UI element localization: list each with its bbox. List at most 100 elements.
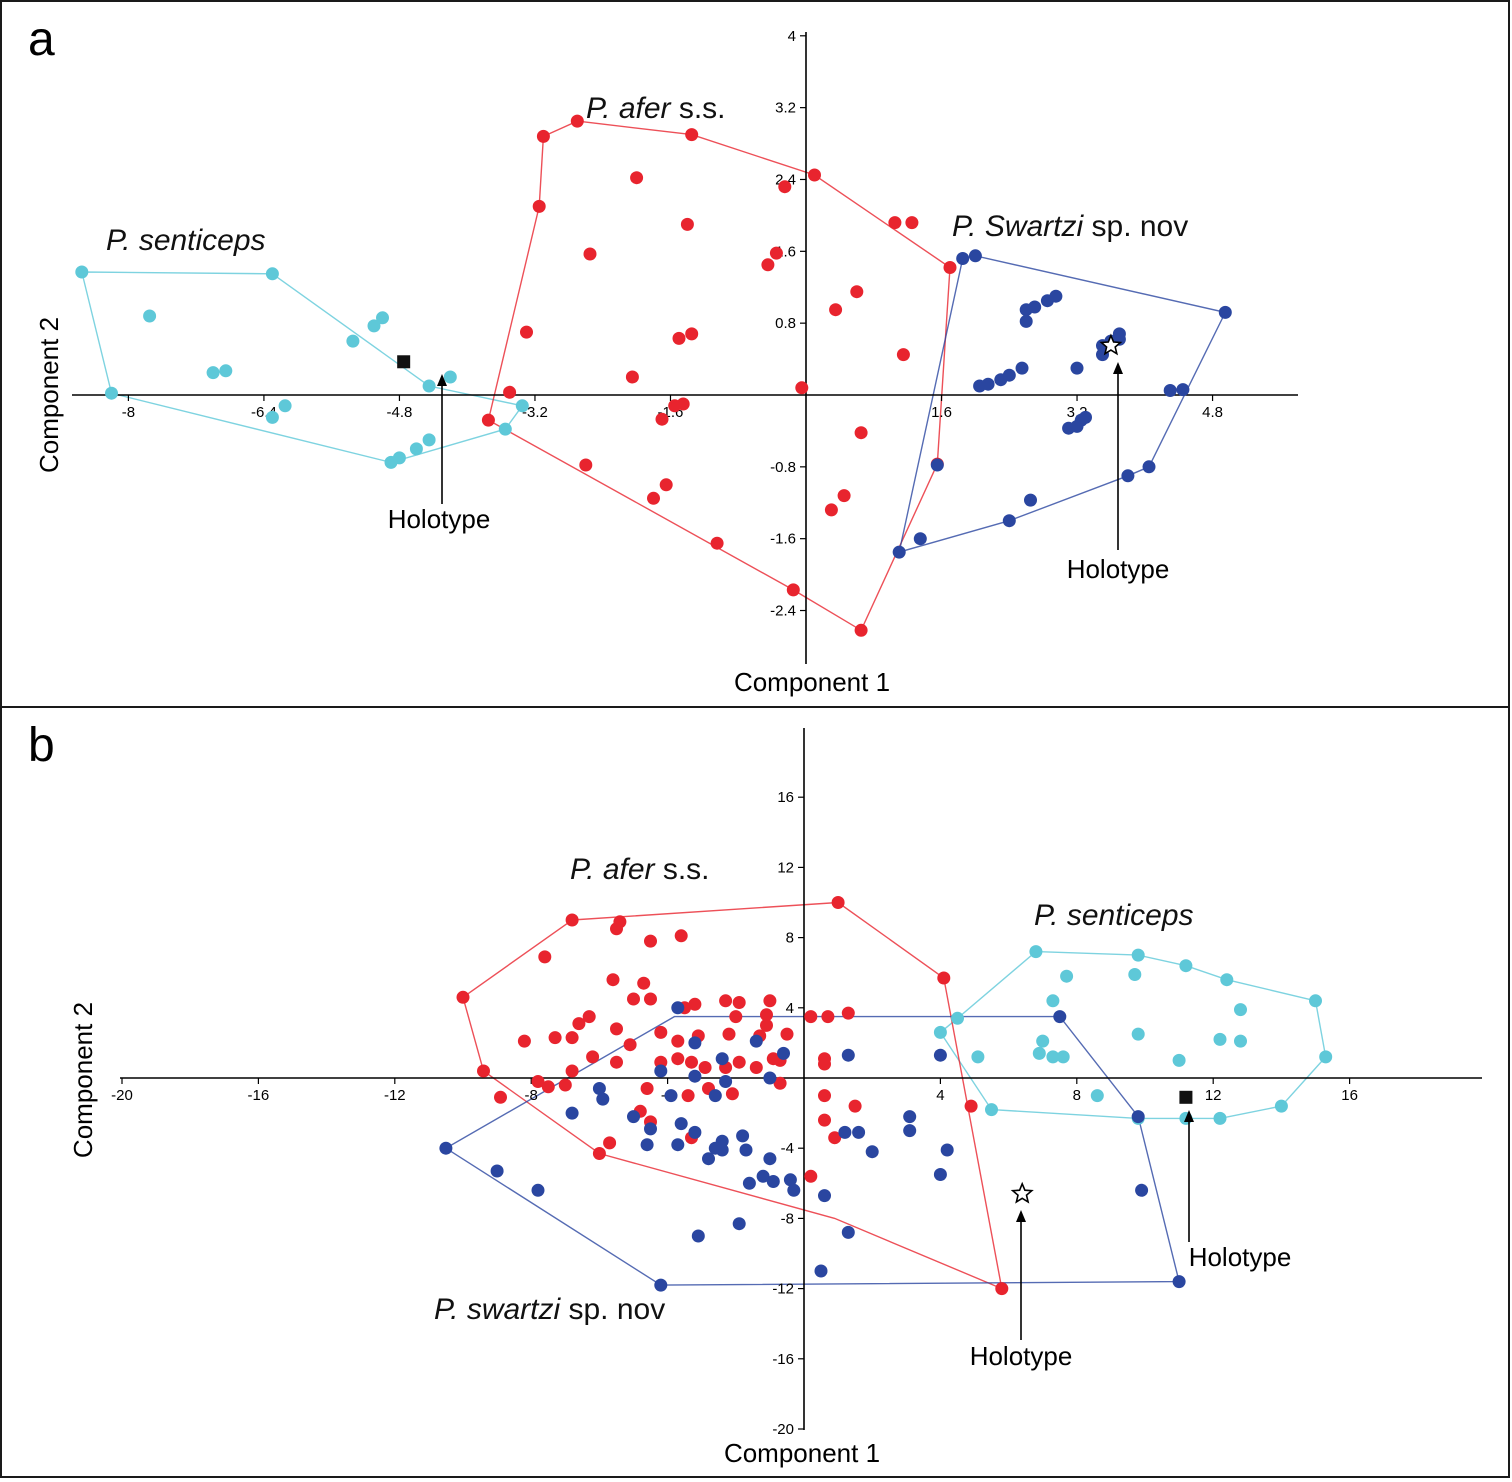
data-point [610,1022,623,1036]
data-point [570,114,584,128]
data-point [654,1025,668,1039]
data-point [903,1110,917,1124]
data-point [852,1125,866,1139]
data-point [346,334,360,348]
data-point [1079,410,1092,424]
data-point [490,1164,504,1178]
data-point [985,1103,998,1117]
data-point [456,990,470,1004]
series-p-swartzi-sp-nov [892,249,1232,559]
x-tick-label: 1.6 [931,404,952,421]
x-tick-label: -4.8 [387,404,413,421]
data-point [736,1129,750,1143]
x-axis-title: Component 1 [724,1438,880,1468]
data-point [659,478,673,492]
x-tick-label: -8 [525,1087,538,1104]
species-label-italic: P. swartzi [434,1293,561,1326]
data-point [749,1061,763,1074]
series-p-senticeps [933,945,1333,1125]
data-point [981,377,995,391]
data-point [854,623,868,637]
data-point [1135,1183,1149,1197]
data-point [719,1075,733,1088]
data-point [548,1031,562,1045]
convex-hulls-a [80,120,1227,632]
data-point [837,489,851,503]
data-point [644,934,657,948]
data-point [708,1089,722,1103]
data-point [777,1046,790,1060]
data-point [1213,1032,1227,1046]
holotype-markers-b: Holotype Holotype [970,1090,1292,1371]
data-point [582,1010,596,1024]
data-point [674,1117,688,1131]
species-label: P. afer s.s. [586,92,726,125]
data-point [685,128,699,142]
series-p-senticeps [75,265,529,469]
holotype-arrow-head [1113,362,1123,374]
data-point [824,503,838,517]
data-point [1131,948,1145,962]
data-point [905,216,919,230]
data-point [760,1018,773,1032]
y-tick-label: -16 [772,1351,794,1368]
species-label-suffix: sp. nov [560,1293,665,1326]
scatter-plot-a: -8 -6.4 -4.8 -3.2 -1.6 1.6 3.2 4.843.22.41.60.8… [34,28,1298,697]
data-point [541,1080,555,1094]
data-point [409,442,423,456]
data-point [841,1006,855,1020]
data-point [896,348,910,362]
data-point [143,309,157,323]
data-point [1019,314,1033,328]
data-point [640,1138,654,1152]
data-point [1002,514,1016,528]
y-axis-title: Component 2 [34,317,64,473]
species-label-suffix: sp. nov [1083,210,1188,243]
data-point [818,1189,831,1203]
data-point [606,973,620,987]
species-label-italic: P. senticeps [106,224,266,257]
data-point [367,319,381,333]
data-point [968,249,982,263]
data-point [892,545,906,559]
x-tick-label: -8 [122,404,135,421]
holotype-label: Holotype [970,1341,1073,1371]
data-point [773,1076,787,1090]
holotype-square-icon [397,355,411,369]
y-tick-label: -2.4 [770,603,796,620]
holotype-star-icon [1010,1181,1034,1204]
data-point [674,929,688,943]
series-p-afer-s-s [456,896,1009,1296]
data-point [443,370,457,384]
x-tick-label: -12 [384,1087,406,1104]
y-tick-label: 16 [777,789,794,806]
data-point [565,1064,579,1078]
data-point [565,1106,579,1120]
holotype-label: Holotype [1189,1242,1292,1272]
data-point [1176,383,1190,397]
data-point [515,399,529,413]
data-point [1131,1110,1145,1124]
species-label-italic: P. afer [586,92,672,125]
data-point [943,261,957,274]
data-point [933,1048,947,1062]
data-point [1234,1034,1247,1048]
data-point [572,1017,586,1031]
data-point [787,1183,801,1197]
data-point [702,1152,715,1166]
holotype-markers-a: Holotype Holotype [388,333,1169,584]
data-point [688,1036,702,1050]
x-tick-label: -20 [111,1087,133,1104]
data-point [814,1264,828,1278]
holotype-arrow-head [437,374,447,386]
holotype-arrow-head [1184,1110,1194,1122]
data-point [964,1099,978,1113]
data-point [841,1225,855,1239]
species-label: P. afer s.s. [570,853,710,886]
data-point [1213,1111,1227,1125]
data-point [828,1131,842,1145]
species-label: P. swartzi sp. nov [434,1293,665,1326]
data-point [477,1064,490,1078]
axes-b: -20-16-12-8-4481216161284-4-8-12-16-20 [111,728,1482,1438]
data-point [671,1052,685,1066]
